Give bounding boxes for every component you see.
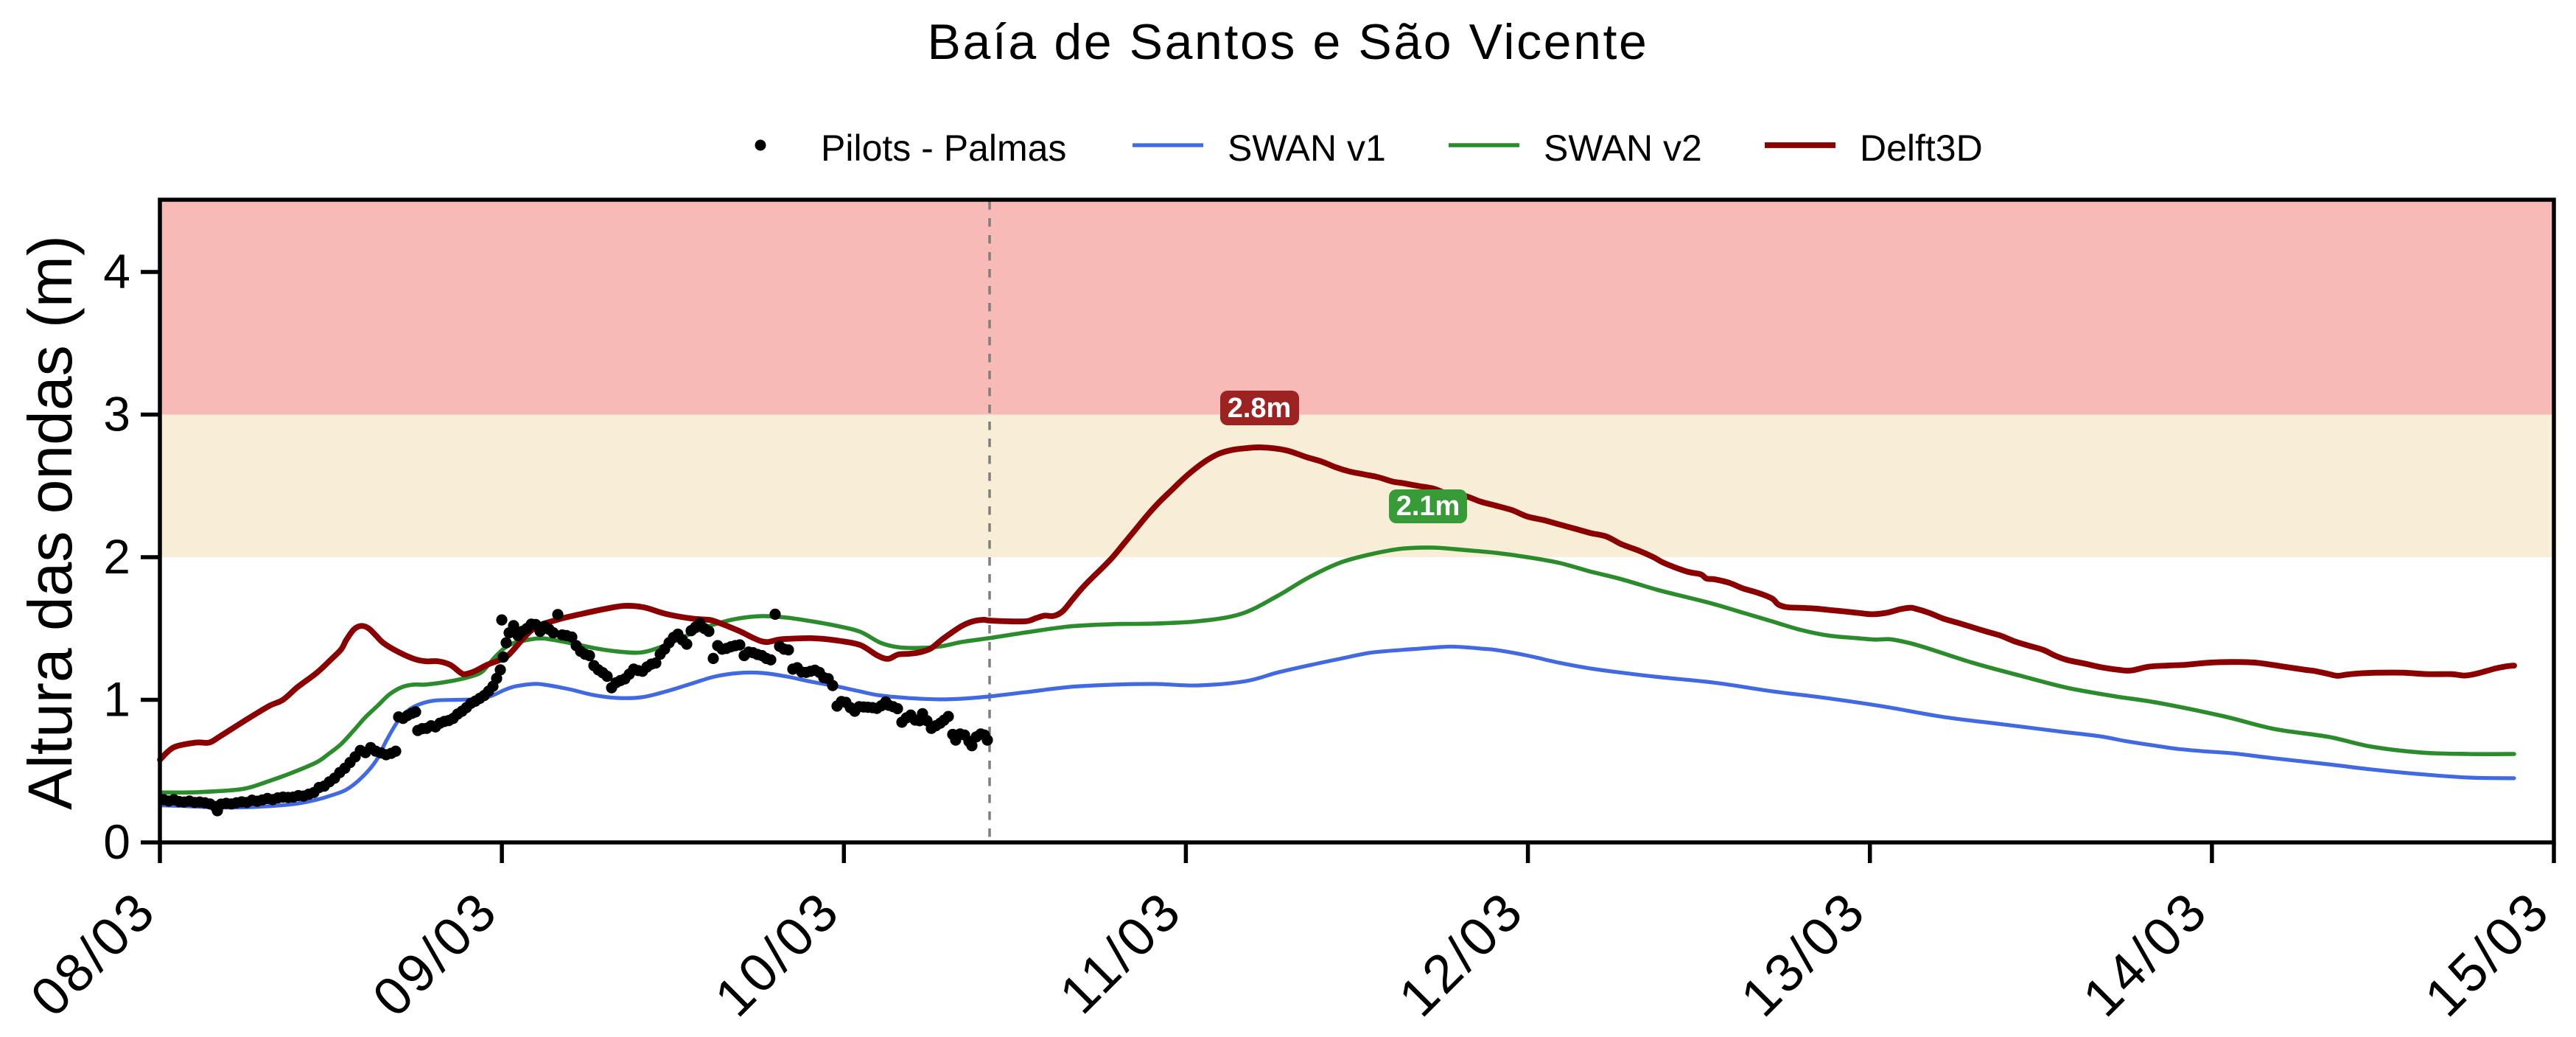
svg-text:2.8m: 2.8m bbox=[1228, 393, 1292, 424]
svg-text:2.1m: 2.1m bbox=[1396, 491, 1460, 522]
svg-text:4: 4 bbox=[103, 244, 130, 298]
svg-text:2: 2 bbox=[103, 529, 130, 584]
svg-text:1: 1 bbox=[103, 672, 130, 727]
svg-text:Baía de Santos e São Vicente: Baía de Santos e São Vicente bbox=[928, 14, 1649, 70]
svg-text:SWAN v1: SWAN v1 bbox=[1228, 128, 1386, 169]
svg-text:3: 3 bbox=[103, 387, 130, 441]
svg-text:Delft3D: Delft3D bbox=[1860, 128, 1983, 169]
svg-text:Altura das ondas (m): Altura das ondas (m) bbox=[15, 235, 85, 810]
svg-text:SWAN v2: SWAN v2 bbox=[1544, 128, 1702, 169]
svg-text:Pilots - Palmas: Pilots - Palmas bbox=[821, 128, 1066, 169]
svg-text:0: 0 bbox=[103, 814, 130, 869]
